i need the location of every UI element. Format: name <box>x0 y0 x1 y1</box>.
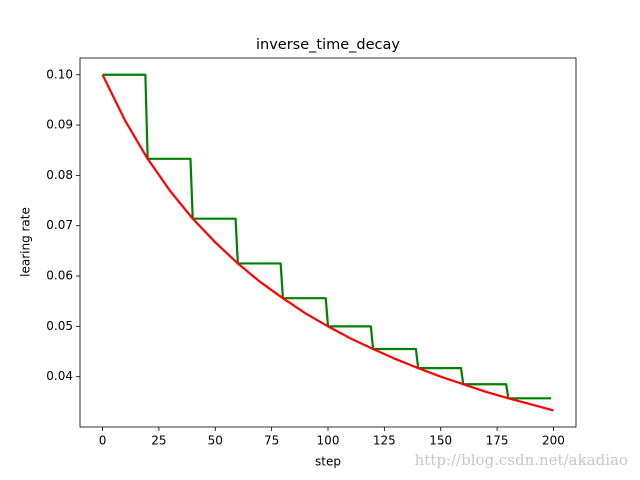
x-tick-label: 75 <box>264 434 279 448</box>
y-axis-label: learing rate <box>19 207 33 277</box>
plot-frame <box>79 57 577 428</box>
line-series <box>102 73 552 400</box>
x-tick-label: 200 <box>542 434 565 448</box>
y-tick-label: 0.07 <box>46 218 73 232</box>
x-tick-label: 100 <box>317 434 340 448</box>
x-tick-label: 25 <box>151 434 166 448</box>
y-tick-label: 0.06 <box>46 269 73 283</box>
x-tick-label: 125 <box>373 434 396 448</box>
y-tick-label: 0.10 <box>46 67 73 81</box>
x-tick-label: 175 <box>486 434 509 448</box>
x-tick-label: 0 <box>99 434 107 448</box>
x-axis-label: step <box>315 455 341 469</box>
y-tick-label: 0.04 <box>46 369 73 383</box>
x-tick-label: 150 <box>429 434 452 448</box>
x-tick-label: 50 <box>208 434 223 448</box>
y-tick-label: 0.09 <box>46 118 73 132</box>
watermark: http://blog.csdn.net/akadiao <box>415 451 628 469</box>
y-tick-label: 0.08 <box>46 168 73 182</box>
line-series <box>101 74 554 412</box>
chart-title: inverse_time_decay <box>256 37 400 53</box>
y-tick-label: 0.05 <box>46 319 73 333</box>
